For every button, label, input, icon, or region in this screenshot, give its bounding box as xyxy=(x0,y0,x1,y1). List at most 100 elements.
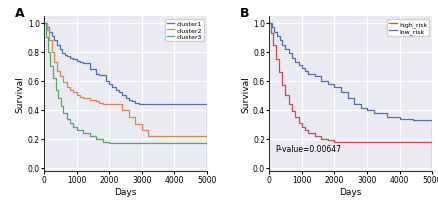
low_risk xyxy=(338,92,343,94)
high_risk xyxy=(338,141,343,143)
Line: cluster3: cluster3 xyxy=(44,24,207,144)
cluster2 xyxy=(41,22,46,25)
cluster1 xyxy=(123,98,128,100)
cluster3 xyxy=(113,142,118,145)
cluster1 xyxy=(132,102,138,104)
Legend: cluster1, cluster2, cluster3: cluster1, cluster2, cluster3 xyxy=(164,20,204,42)
low_risk xyxy=(299,67,304,70)
high_risk xyxy=(331,141,336,143)
high_risk xyxy=(357,141,362,143)
Line: cluster2: cluster2 xyxy=(44,24,207,136)
cluster1 xyxy=(96,74,102,77)
cluster3 xyxy=(155,142,160,145)
low_risk xyxy=(286,53,291,55)
high_risk xyxy=(282,95,287,97)
low_risk xyxy=(325,83,330,85)
high_risk xyxy=(318,138,323,140)
cluster1 xyxy=(67,57,72,60)
low_risk xyxy=(344,98,350,100)
cluster1 xyxy=(71,59,76,61)
low_risk xyxy=(289,57,294,60)
high_risk xyxy=(396,141,402,143)
high_risk xyxy=(380,141,385,143)
high_risk xyxy=(302,129,307,132)
cluster3 xyxy=(204,142,209,145)
high_risk xyxy=(299,126,304,129)
low_risk xyxy=(331,86,336,88)
cluster1 xyxy=(155,103,160,106)
cluster3 xyxy=(41,22,46,25)
cluster3 xyxy=(61,112,66,115)
high_risk xyxy=(344,141,350,143)
low_risk xyxy=(276,40,282,42)
low_risk xyxy=(429,167,434,169)
cluster1 xyxy=(93,73,99,75)
cluster2 xyxy=(113,103,118,106)
cluster1 xyxy=(62,54,67,57)
cluster3 xyxy=(56,98,61,100)
cluster2 xyxy=(103,103,108,106)
cluster2 xyxy=(110,103,115,106)
cluster3 xyxy=(93,138,99,140)
cluster1 xyxy=(110,86,115,88)
cluster1 xyxy=(77,61,82,64)
low_risk xyxy=(279,44,284,47)
cluster2 xyxy=(49,51,54,54)
cluster3 xyxy=(132,142,138,145)
cluster2 xyxy=(171,135,177,138)
cluster2 xyxy=(204,135,209,138)
cluster3 xyxy=(67,122,72,125)
high_risk xyxy=(266,22,271,25)
Line: high_risk: high_risk xyxy=(268,24,431,142)
cluster3 xyxy=(188,142,193,145)
high_risk xyxy=(351,141,356,143)
cluster2 xyxy=(46,40,52,42)
low_risk xyxy=(318,80,323,83)
Y-axis label: Survival: Survival xyxy=(240,75,250,112)
cluster1 xyxy=(106,83,112,85)
cluster3 xyxy=(139,142,144,145)
Y-axis label: Survival: Survival xyxy=(16,75,25,112)
cluster1 xyxy=(57,48,62,51)
cluster2 xyxy=(67,89,72,91)
cluster1 xyxy=(116,92,121,94)
Text: A: A xyxy=(14,7,24,20)
cluster1 xyxy=(113,89,118,91)
cluster2 xyxy=(191,135,196,138)
cluster3 xyxy=(43,37,48,39)
cluster3 xyxy=(74,129,79,132)
cluster3 xyxy=(171,142,177,145)
cluster2 xyxy=(139,129,144,132)
high_risk xyxy=(311,135,317,138)
cluster3 xyxy=(119,142,124,145)
low_risk xyxy=(302,70,307,73)
cluster1 xyxy=(60,53,65,55)
low_risk xyxy=(295,64,300,67)
cluster1 xyxy=(74,60,79,62)
high_risk xyxy=(270,44,275,47)
cluster2 xyxy=(87,99,92,102)
cluster2 xyxy=(100,103,105,106)
Line: cluster1: cluster1 xyxy=(44,24,207,168)
cluster2 xyxy=(71,92,76,94)
low_risk xyxy=(351,103,356,106)
low_risk xyxy=(282,48,287,51)
low_risk xyxy=(271,31,276,34)
cluster3 xyxy=(58,105,64,107)
Legend: high_risk, low_risk: high_risk, low_risk xyxy=(386,20,428,37)
cluster1 xyxy=(80,63,85,65)
cluster3 xyxy=(126,142,131,145)
cluster3 xyxy=(106,142,112,145)
high_risk xyxy=(325,139,330,142)
low_risk xyxy=(311,76,317,78)
low_risk xyxy=(305,73,310,75)
cluster3 xyxy=(53,89,58,91)
high_risk xyxy=(305,132,310,135)
high_risk xyxy=(413,141,418,143)
low_risk xyxy=(413,119,418,122)
Text: B: B xyxy=(239,7,249,20)
high_risk xyxy=(416,141,421,143)
cluster3 xyxy=(80,132,85,135)
X-axis label: Days: Days xyxy=(114,187,136,196)
low_risk xyxy=(416,119,421,122)
